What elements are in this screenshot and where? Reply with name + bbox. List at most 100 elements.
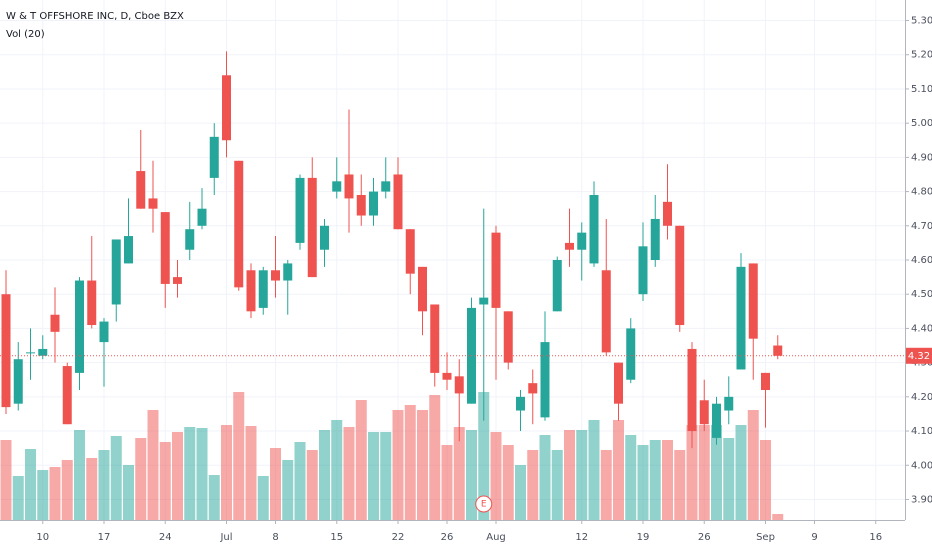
volume-bar bbox=[637, 445, 649, 520]
volume-bar bbox=[208, 475, 220, 520]
x-tick-label: 26 bbox=[441, 532, 454, 543]
volume-bar bbox=[147, 410, 159, 520]
volume-bar bbox=[245, 426, 257, 520]
y-tick-label: 5.10 bbox=[911, 84, 932, 95]
volume-bar bbox=[539, 435, 551, 520]
candle-body bbox=[344, 174, 354, 199]
volume-bar bbox=[380, 432, 392, 520]
candle-body bbox=[491, 232, 501, 308]
y-tick-label: 4.70 bbox=[911, 221, 932, 232]
candle-body bbox=[50, 314, 60, 332]
candle-body bbox=[528, 383, 538, 394]
volume-bar bbox=[306, 450, 318, 520]
volume-bar bbox=[453, 427, 465, 520]
volume-legend: Vol (20) bbox=[6, 29, 45, 40]
candle-body bbox=[369, 191, 378, 216]
volume-bar bbox=[294, 442, 306, 520]
candle-body bbox=[748, 263, 758, 339]
candle-body bbox=[663, 201, 672, 226]
candle-body bbox=[773, 345, 783, 356]
volume-bar bbox=[674, 450, 686, 520]
y-tick-label: 5.20 bbox=[911, 50, 932, 61]
candle-body bbox=[160, 212, 170, 284]
y-tick-label: 4.80 bbox=[911, 187, 932, 198]
x-tick-label: 8 bbox=[272, 532, 278, 543]
candle-body bbox=[1, 294, 11, 408]
x-tick-label: 24 bbox=[159, 532, 172, 543]
last-price-tag bbox=[906, 347, 932, 364]
earnings-label: E bbox=[481, 500, 487, 510]
chart-title: W & T OFFSHORE INC, D, Cboe BZX bbox=[6, 11, 184, 22]
candle-body bbox=[381, 181, 391, 192]
candle-body bbox=[26, 352, 35, 354]
x-tick-label: Jul bbox=[219, 532, 232, 543]
candle-body bbox=[479, 297, 489, 305]
candle-body bbox=[307, 177, 317, 278]
y-tick-label: 5.00 bbox=[911, 118, 932, 129]
candle-body bbox=[577, 232, 587, 250]
volume-bar bbox=[74, 430, 85, 520]
volume-bar bbox=[735, 425, 747, 520]
y-tick-label: 5.30 bbox=[911, 16, 932, 27]
candle-body bbox=[761, 372, 770, 390]
candle-body bbox=[418, 266, 427, 312]
volume-bar bbox=[49, 467, 61, 520]
earnings-marker bbox=[475, 495, 493, 513]
y-tick-label: 4.10 bbox=[911, 426, 932, 437]
candle-body bbox=[393, 174, 403, 230]
candle-body bbox=[687, 348, 697, 432]
volume-bar bbox=[343, 427, 355, 520]
volume-bar bbox=[772, 514, 784, 520]
candle-body bbox=[13, 359, 23, 404]
axes: 3.904.004.104.204.304.404.504.604.704.80… bbox=[36, 16, 932, 543]
volume-bar bbox=[490, 432, 502, 520]
candle-body bbox=[271, 270, 280, 281]
volume-bar bbox=[159, 442, 171, 520]
volume-bar bbox=[441, 445, 453, 520]
volume-bar bbox=[0, 440, 12, 520]
volume-bar bbox=[110, 436, 122, 520]
last-price-label: 4.32 bbox=[908, 351, 930, 362]
volume-bar bbox=[368, 432, 379, 520]
volume-bar bbox=[527, 450, 539, 520]
candle-body bbox=[516, 396, 525, 411]
x-tick-label: 22 bbox=[392, 532, 405, 543]
candle-body bbox=[246, 270, 256, 312]
volume-bar bbox=[25, 449, 36, 520]
candle-body bbox=[454, 376, 464, 394]
candle-body bbox=[75, 280, 84, 373]
candle-body bbox=[222, 75, 231, 141]
candle-body bbox=[540, 342, 550, 418]
x-tick-label: 10 bbox=[36, 532, 49, 543]
candle-body bbox=[712, 403, 721, 438]
volume-bar bbox=[576, 430, 588, 520]
volume-bar bbox=[551, 450, 563, 520]
volume-bar bbox=[478, 392, 490, 520]
candle-body bbox=[99, 321, 109, 343]
volume-bar bbox=[233, 392, 245, 520]
x-tick-label: Aug bbox=[486, 532, 506, 543]
candle-body bbox=[614, 362, 623, 404]
volume-bar bbox=[429, 395, 441, 520]
candle-body bbox=[552, 260, 562, 312]
candle-body bbox=[675, 225, 685, 325]
candle-body bbox=[405, 229, 415, 274]
volume-bar bbox=[98, 450, 110, 520]
x-tick-label: 26 bbox=[698, 532, 711, 543]
volume-bar bbox=[466, 430, 477, 520]
x-tick-label: 17 bbox=[98, 532, 111, 543]
y-tick-label: 4.90 bbox=[911, 152, 932, 163]
y-tick-label: 4.20 bbox=[911, 392, 932, 403]
volume-bar bbox=[282, 460, 294, 520]
volume-bar bbox=[86, 458, 98, 520]
y-tick-label: 4.00 bbox=[911, 460, 932, 471]
x-tick-label: 9 bbox=[811, 532, 817, 543]
candle-body bbox=[185, 229, 195, 250]
volume-bar bbox=[135, 438, 147, 520]
y-tick-label: 4.50 bbox=[911, 289, 932, 300]
y-tick-label: 4.40 bbox=[911, 323, 932, 334]
volume-bar bbox=[172, 432, 183, 520]
candle-body bbox=[234, 160, 244, 288]
candle-body bbox=[626, 328, 636, 380]
